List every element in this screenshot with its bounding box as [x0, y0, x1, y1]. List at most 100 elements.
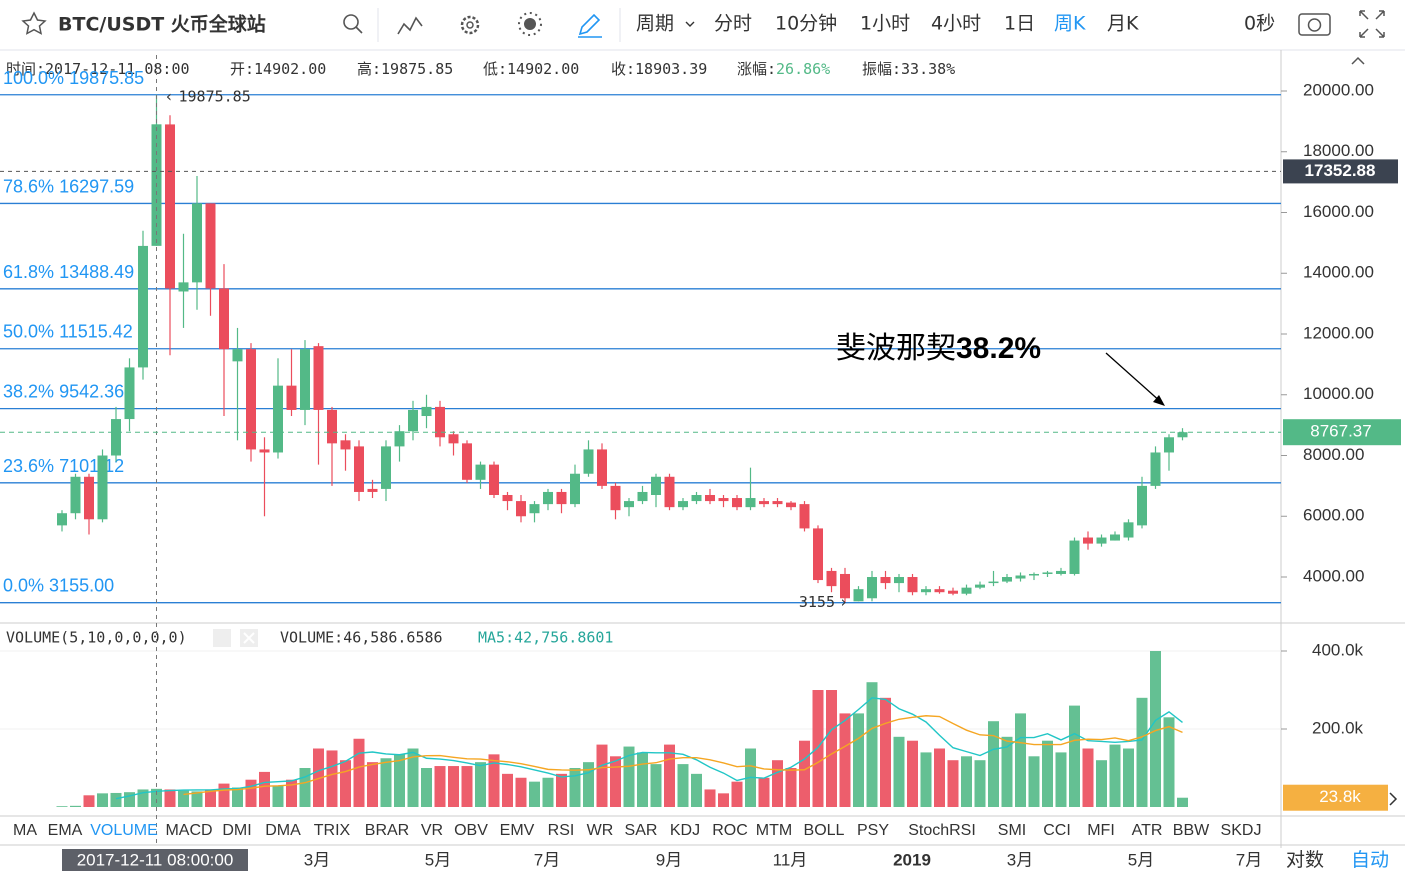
candle-body [826, 570, 837, 587]
indicator-tab[interactable]: SAR [625, 822, 658, 839]
settings-icon-core [466, 21, 474, 29]
candle-body [354, 446, 364, 492]
screenshot-icon[interactable] [1298, 13, 1331, 36]
indicator-tab[interactable]: MFI [1087, 822, 1115, 839]
volume-bar [1001, 736, 1013, 807]
period-menu[interactable]: 周期 [636, 13, 674, 35]
indicator-tab[interactable]: MA [13, 822, 37, 839]
scroll-right-button[interactable] [1389, 792, 1398, 806]
volume-bar [178, 790, 189, 807]
ohlc-value: 14902.00 [507, 60, 579, 78]
annotation-emphasis: 38.2% [956, 332, 1041, 365]
indicator-tab[interactable]: OBV [454, 822, 488, 839]
interval-button[interactable]: 1小时 [860, 13, 910, 35]
high-marker: 19875.85 [179, 87, 251, 105]
ohlc-value: 19875.85 [381, 60, 453, 78]
candle-body [867, 577, 877, 599]
volume-bar [1163, 717, 1175, 807]
volume-bar [731, 781, 743, 807]
candle-body [745, 498, 756, 508]
indicator-tab[interactable]: TRIX [314, 822, 351, 839]
indicator-tab[interactable]: BOLL [804, 822, 845, 839]
ohlc-item: 涨幅:26.86% [737, 60, 830, 78]
fullscreen-icon[interactable] [1359, 10, 1385, 38]
interval-button[interactable]: 月K [1107, 13, 1139, 35]
indicator-tab[interactable]: ROC [712, 822, 748, 839]
last-volume: 23.8k [1319, 787, 1361, 806]
interval-button[interactable]: 4小时 [931, 13, 981, 35]
indicator-tab[interactable]: BBW [1173, 822, 1210, 839]
draw-icon[interactable] [578, 13, 602, 38]
volume-bar [893, 736, 905, 807]
indicator-tab[interactable]: VOLUME [90, 822, 158, 839]
indicator-tab[interactable]: StochRSI [908, 822, 976, 839]
candle-body [1150, 452, 1161, 486]
volume-bar [1096, 760, 1107, 807]
candle-body [394, 431, 405, 447]
candle-body [70, 476, 81, 514]
fib-ratio: 0.0% [3, 575, 44, 595]
candle-body [813, 528, 823, 581]
volume-bar [515, 777, 527, 807]
volume-bar [299, 768, 311, 807]
volume-bar [718, 793, 729, 807]
interval-button[interactable]: 分时 [714, 13, 752, 35]
search-icon[interactable] [343, 14, 359, 30]
indicator-tab[interactable]: DMI [222, 822, 251, 839]
indicator-tab[interactable]: WR [587, 822, 614, 839]
indicator-tab[interactable]: MTM [756, 822, 792, 839]
annotation: 斐波那契38.2% [836, 331, 1041, 366]
volume-bar [272, 785, 284, 807]
fib-price: 9542.36 [59, 381, 124, 401]
theme-icon[interactable] [524, 18, 536, 30]
indicator-icon[interactable] [397, 16, 423, 35]
indicator-tab[interactable]: ATR [1132, 822, 1163, 839]
indicator-tab[interactable]: MACD [165, 822, 212, 839]
volume-bar [1109, 744, 1121, 807]
indicator-tab[interactable]: BRAR [365, 822, 409, 839]
volume-bar [839, 713, 851, 807]
fib-ratio: 78.6% [3, 176, 54, 196]
indicator-tab[interactable]: EMA [48, 822, 83, 839]
symbol[interactable]: BTC/USDT 火币全球站 [58, 13, 266, 36]
collapse-button[interactable] [1351, 56, 1365, 65]
candle-body [138, 245, 148, 368]
log-scale-toggle[interactable]: 对数 [1286, 849, 1324, 871]
indicator-tab[interactable]: DMA [265, 822, 301, 839]
indicator-tab[interactable]: KDJ [670, 822, 700, 839]
candle-body [718, 498, 729, 502]
candle-body [421, 406, 432, 417]
favorite-icon[interactable] [21, 11, 47, 35]
volume-bar [637, 752, 648, 807]
indicator-tab[interactable]: EMV [500, 822, 535, 839]
interval-button[interactable]: 1日 [1004, 13, 1035, 35]
volume-bar [367, 762, 378, 807]
indicator-tab[interactable]: RSI [548, 822, 575, 839]
ohlc-item: 开:14902.00 [230, 60, 326, 78]
fib-label: 78.6% 16297.59 [3, 176, 134, 196]
volume-bar [1177, 797, 1188, 807]
indicator-tab[interactable]: SKDJ [1221, 822, 1262, 839]
settings-icon[interactable] [460, 15, 480, 35]
ohlc-label: 收: [611, 60, 635, 78]
indicator-tab[interactable]: VR [421, 822, 443, 839]
fib-ratio: 61.8% [3, 262, 54, 282]
candle-body [327, 409, 337, 444]
volume-bar [853, 713, 864, 807]
ohlc-label: 高: [357, 60, 381, 78]
indicator-tab[interactable]: PSY [857, 822, 889, 839]
candle-body [448, 434, 459, 444]
indicator-tab[interactable]: SMI [998, 822, 1026, 839]
candle-body [556, 491, 567, 505]
candle-body [570, 473, 580, 505]
auto-scale-toggle[interactable]: 自动 [1351, 849, 1389, 871]
candle-body [934, 589, 945, 593]
volume-bar [353, 738, 365, 807]
legend-settings-button[interactable] [213, 629, 231, 647]
interval-button[interactable]: 10分钟 [775, 13, 837, 35]
candle-body [124, 367, 135, 420]
indicator-tab[interactable]: CCI [1043, 822, 1071, 839]
annotation-arrow [1105, 352, 1163, 404]
fib-label: 100.0% 19875.85 [3, 68, 144, 88]
interval-button[interactable]: 周K [1054, 13, 1086, 35]
